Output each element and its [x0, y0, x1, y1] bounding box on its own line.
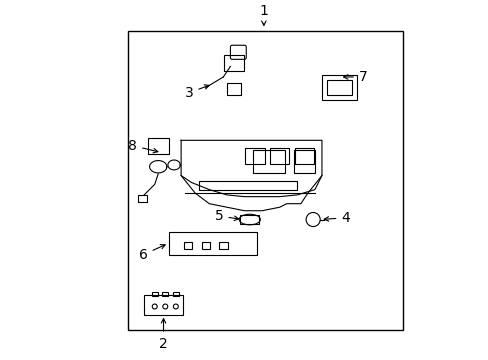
Bar [326, 80, 351, 95]
Text: 4: 4 [324, 211, 349, 225]
Bar [269, 148, 289, 164]
Bar [253, 150, 285, 173]
Bar [219, 242, 227, 249]
Text: 3: 3 [184, 85, 208, 100]
Bar [144, 295, 183, 315]
Bar [152, 292, 157, 296]
Bar [226, 83, 241, 95]
Bar [224, 55, 243, 71]
Bar [240, 215, 259, 225]
Bar [162, 292, 168, 296]
Bar [168, 232, 256, 255]
Text: 8: 8 [128, 139, 158, 153]
Bar [294, 148, 313, 164]
Bar [183, 242, 192, 249]
Bar [198, 181, 297, 190]
Bar [293, 150, 314, 173]
Text: 5: 5 [214, 209, 238, 223]
Text: 7: 7 [343, 70, 367, 84]
Bar [147, 138, 168, 153]
Text: 6: 6 [139, 244, 165, 262]
Bar [201, 242, 209, 249]
Bar [321, 75, 356, 100]
Text: 1: 1 [259, 4, 268, 26]
Bar [173, 292, 178, 296]
Bar [245, 148, 264, 164]
Bar [138, 195, 146, 202]
Bar [128, 31, 402, 330]
Text: 2: 2 [159, 319, 167, 351]
